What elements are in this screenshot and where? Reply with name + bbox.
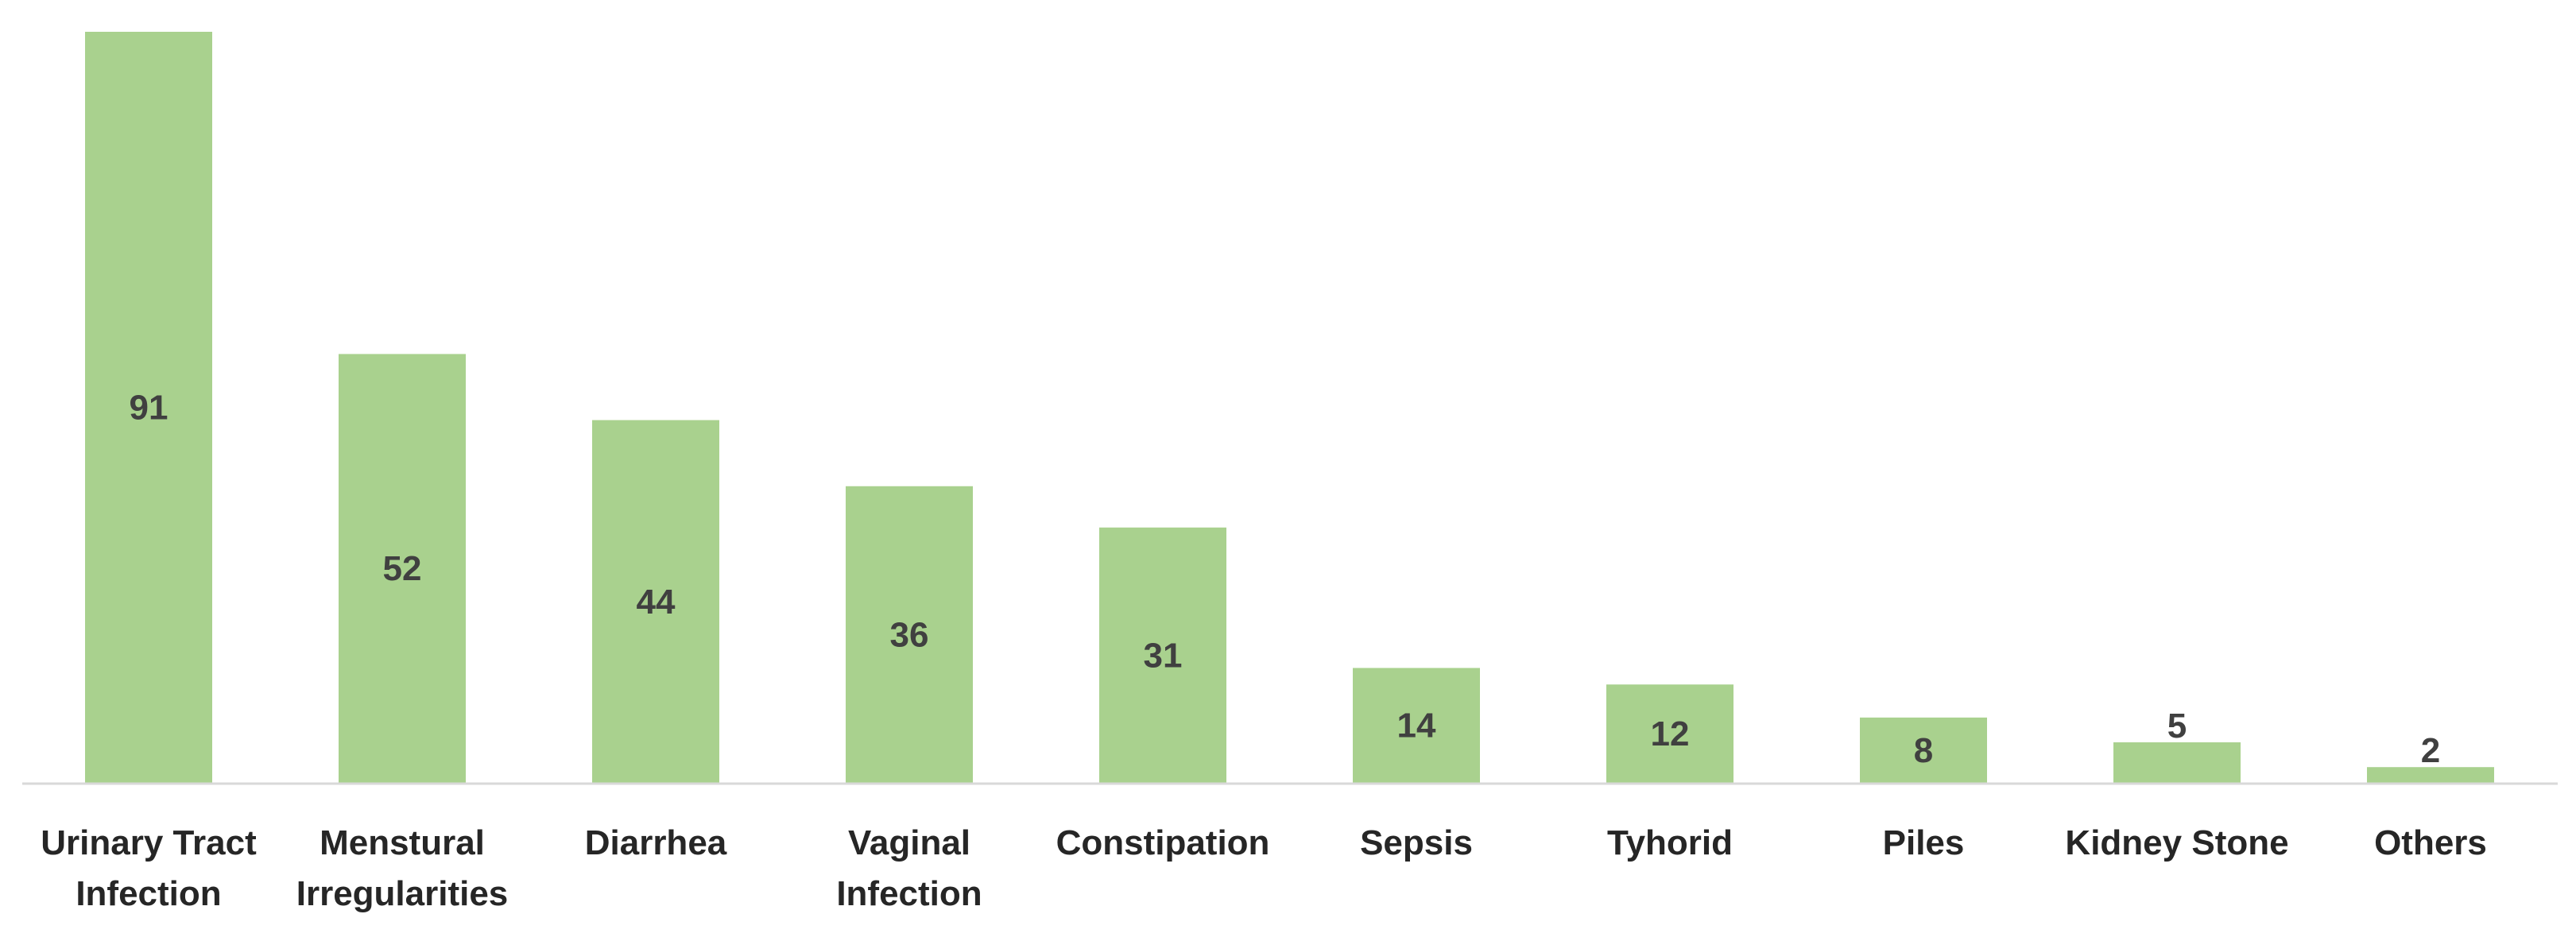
x-tick-label: Vaginal Infection [836, 823, 982, 913]
data-label: 2 [2421, 731, 2440, 770]
x-tick-label: Piles [1883, 823, 1965, 862]
x-tick-label: Urinary Tract Infection [41, 823, 257, 913]
x-tick-labels-layer: Urinary Tract Infection Menstural Irregular… [41, 823, 2487, 913]
bar [2367, 767, 2494, 784]
data-label: 36 [890, 615, 929, 654]
x-tick-label-line: Infection [836, 874, 982, 913]
x-tick-label: Diarrhea [585, 823, 727, 862]
data-label: 14 [1397, 707, 1436, 745]
bar [592, 420, 719, 784]
bars-layer [85, 32, 2494, 784]
x-tick-label-line: Constipation [1056, 823, 1270, 862]
data-label: 44 [637, 583, 676, 622]
x-tick-label-line: Menstural [320, 823, 485, 862]
bar [1860, 717, 1987, 784]
x-tick-label-line: Infection [76, 874, 221, 913]
bar [2113, 742, 2241, 784]
bar [1606, 684, 1733, 784]
data-label: 5 [2167, 707, 2187, 745]
x-tick-label: Constipation [1056, 823, 1270, 862]
bar [1099, 527, 1226, 784]
x-tick-label-line: Vaginal [848, 823, 970, 862]
data-label: 12 [1651, 714, 1690, 753]
x-tick-label-line: Kidney Stone [2065, 823, 2288, 862]
data-label: 8 [1914, 731, 1933, 770]
x-tick-label-line: Piles [1883, 823, 1965, 862]
data-label: 52 [383, 549, 422, 588]
x-tick-label: Others [2374, 823, 2487, 862]
bar [1353, 668, 1480, 784]
x-tick-label-line: Tyhorid [1607, 823, 1733, 862]
x-tick-label: Menstural Irregularities [296, 823, 509, 913]
bar [85, 32, 212, 784]
x-tick-label-line: Diarrhea [585, 823, 727, 862]
x-tick-label-line: Others [2374, 823, 2487, 862]
x-tick-label-line: Irregularities [296, 874, 509, 913]
x-tick-label: Tyhorid [1607, 823, 1733, 862]
x-tick-label: Sepsis [1360, 823, 1473, 862]
x-tick-label: Kidney Stone [2065, 823, 2288, 862]
x-tick-label-line: Sepsis [1360, 823, 1473, 862]
x-tick-label-line: Urinary Tract [41, 823, 257, 862]
bar [846, 486, 973, 784]
data-label: 91 [130, 389, 169, 428]
bar [339, 354, 466, 784]
data-label: 31 [1144, 636, 1183, 675]
